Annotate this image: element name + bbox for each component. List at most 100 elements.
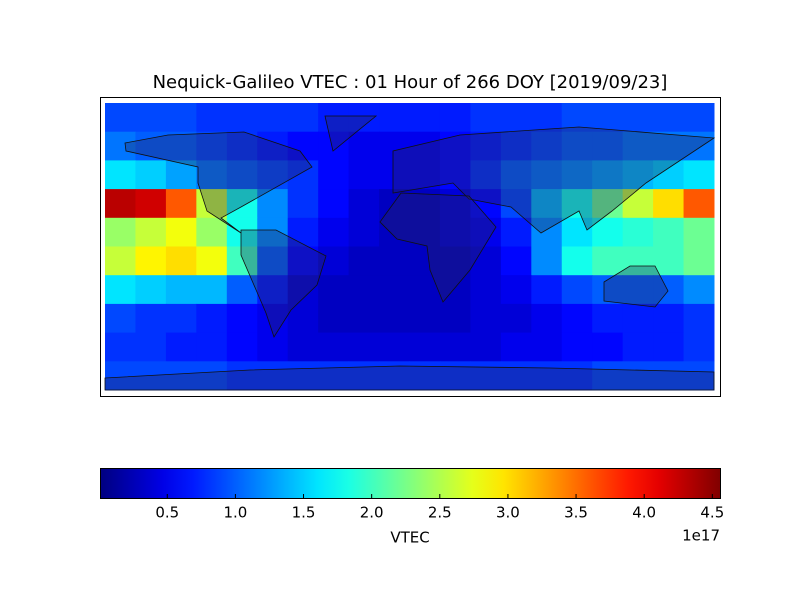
heat-cell: [500, 246, 532, 276]
heat-cell: [683, 303, 715, 334]
heat-cell: [135, 303, 167, 334]
heat-cell: [531, 103, 563, 133]
heat-cell: [348, 246, 380, 276]
heat-cell: [592, 103, 624, 133]
heat-cell: [592, 160, 624, 190]
heat-cell: [500, 217, 532, 247]
heat-cell: [561, 131, 593, 161]
heat-cell: [379, 103, 410, 133]
heat-cell: [257, 217, 289, 247]
heat-cell: [135, 189, 167, 219]
heat-cell: [196, 303, 228, 334]
heat-cell: [196, 217, 228, 247]
heat-cell: [531, 189, 563, 219]
heat-cell: [348, 361, 380, 391]
colorbar-tick-label: 4.5: [700, 504, 724, 522]
heat-cell: [165, 361, 197, 391]
heat-cell: [653, 361, 685, 391]
heat-cell: [379, 189, 410, 219]
heat-cell: [409, 303, 441, 334]
heat-cell: [683, 275, 715, 305]
heat-cell: [135, 217, 167, 247]
heat-cell: [683, 189, 715, 219]
heat-cell: [561, 189, 593, 219]
heat-cell: [561, 275, 593, 305]
heat-cell: [531, 303, 563, 334]
north-america: [124, 131, 313, 234]
heat-cell: [531, 361, 563, 391]
heat-cell: [470, 160, 502, 190]
colorbar-tick-label: 2.0: [360, 504, 384, 522]
heat-cell: [257, 189, 289, 219]
heat-cell: [318, 246, 350, 276]
heat-cell: [500, 332, 532, 362]
heat-cell: [531, 131, 563, 161]
colorbar-tick-label: 2.5: [428, 504, 452, 522]
heat-cell: [165, 131, 197, 161]
heat-cell: [561, 303, 593, 334]
heat-cell: [165, 246, 197, 276]
heat-cell: [622, 103, 654, 133]
heat-cell: [683, 332, 715, 362]
heat-cell: [226, 217, 258, 247]
colorbar-tick-label: 1.5: [292, 504, 316, 522]
heat-cell: [561, 160, 593, 190]
heat-cell: [348, 275, 380, 305]
heat-cell: [226, 131, 258, 161]
heat-cell: [379, 332, 410, 362]
heat-cell: [165, 275, 197, 305]
heat-cell: [470, 217, 502, 247]
heat-cell: [348, 332, 380, 362]
heat-cell: [622, 361, 654, 391]
heat-cell: [287, 103, 319, 133]
heat-cell: [257, 275, 289, 305]
heat-cell: [592, 189, 624, 219]
heat-cell: [135, 246, 167, 276]
colorbar-tick-label: 0.5: [155, 504, 179, 522]
heat-cell: [561, 217, 593, 247]
heat-cell: [439, 332, 471, 362]
heat-cell: [470, 131, 502, 161]
heat-cell: [683, 217, 715, 247]
heat-cell: [105, 103, 136, 133]
heat-cell: [409, 131, 441, 161]
antarctica: [104, 365, 715, 391]
heat-cell: [196, 246, 228, 276]
heat-cell: [622, 189, 654, 219]
heat-cell: [653, 303, 685, 334]
australia: [603, 265, 669, 308]
heat-cell: [226, 189, 258, 219]
heat-cell: [348, 189, 380, 219]
heat-cell: [683, 246, 715, 276]
heat-cell: [653, 189, 685, 219]
colorbar-offset: 1e17: [682, 527, 720, 545]
heat-cell: [318, 303, 350, 334]
heat-cell: [622, 275, 654, 305]
heat-cell: [470, 303, 502, 334]
heat-cell: [409, 246, 441, 276]
heat-cell: [531, 217, 563, 247]
heat-cell: [439, 361, 471, 391]
heat-cell: [592, 217, 624, 247]
heat-cell: [165, 332, 197, 362]
colorbar: [100, 468, 721, 499]
heat-cell: [105, 189, 136, 219]
heat-cell: [196, 160, 228, 190]
heat-cell: [439, 189, 471, 219]
heat-cell: [196, 103, 228, 133]
heat-cell: [165, 303, 197, 334]
heat-cell: [683, 103, 715, 133]
heat-cell: [683, 361, 715, 391]
heat-cell: [653, 131, 685, 161]
heat-cell: [379, 131, 410, 161]
heat-cell: [318, 332, 350, 362]
heat-cell: [653, 275, 685, 305]
heat-cell: [135, 103, 167, 133]
colorbar-tick-label: 1.0: [223, 504, 247, 522]
south-america: [240, 229, 327, 338]
heat-cell: [500, 103, 532, 133]
heat-cell: [196, 361, 228, 391]
heat-cell: [287, 332, 319, 362]
heat-cell: [653, 246, 685, 276]
heat-cell: [165, 189, 197, 219]
